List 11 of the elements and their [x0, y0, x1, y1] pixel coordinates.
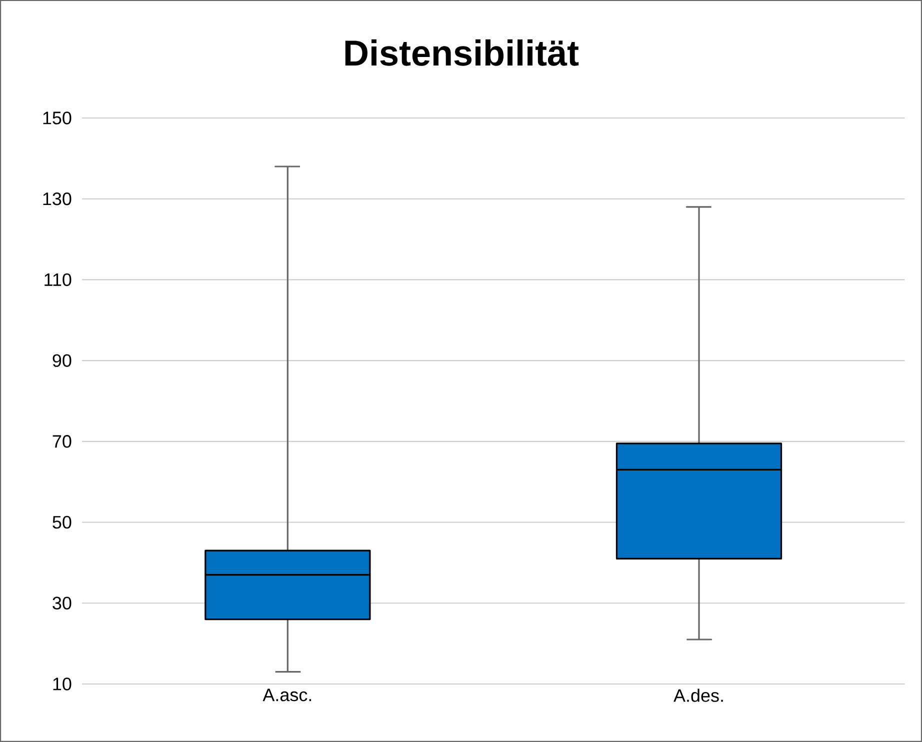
chart-title: Distensibilität: [345, 39, 579, 66]
y-tick-label: 110: [44, 273, 72, 286]
y-tick-label: 50: [52, 516, 72, 529]
y-tick-label: 70: [52, 435, 72, 448]
x-tick-label: A.asc.: [262, 688, 312, 702]
y-tick-label: 150: [43, 112, 72, 124]
y-tick-label: 90: [52, 354, 72, 367]
y-tick-label: 30: [52, 596, 72, 610]
y-tick-label: 10: [53, 678, 72, 690]
y-tick-label: 130: [43, 192, 72, 206]
x-tick-label: A.des.: [674, 688, 723, 702]
